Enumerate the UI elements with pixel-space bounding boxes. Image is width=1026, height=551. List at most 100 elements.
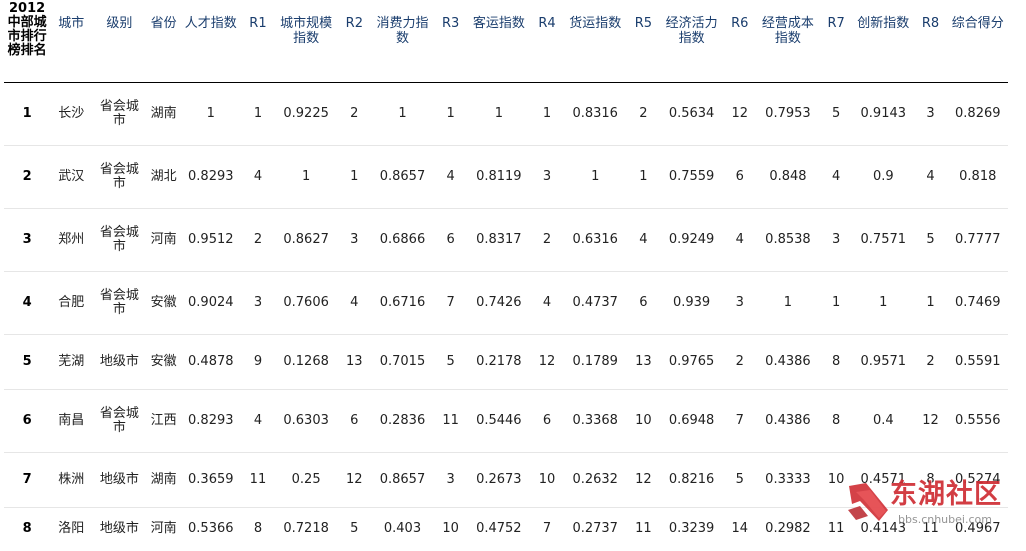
cell-operating-cost-index: 1	[756, 271, 820, 335]
cell-innovation-index: 0.4143	[860, 521, 907, 537]
cell-r6: 14	[731, 521, 749, 537]
cell-r4: 6	[529, 389, 565, 453]
cell-freight-index: 0.2737	[572, 521, 618, 537]
cell-r2: 13	[337, 334, 372, 390]
column-header-r8: R8	[913, 0, 948, 83]
cell-talent-index: 0.4878	[180, 334, 241, 390]
cell-r7: 5	[819, 82, 854, 146]
cell-r1: 11	[240, 452, 276, 508]
cell-economic-vitality-index: 0.5634	[660, 82, 723, 146]
cell-total-score: 0.7469	[947, 271, 1008, 335]
cell-economic-vitality-index: 0.3239	[668, 521, 715, 537]
cell-r1: 1	[240, 82, 276, 146]
cell-r6: 4	[722, 208, 757, 272]
cell-city-scale-index: 0.1268	[275, 334, 338, 390]
cell-r7: 8	[819, 334, 854, 390]
cell-innovation-index: 0.9571	[853, 334, 914, 390]
cell-operating-cost-index: 0.7953	[756, 82, 820, 146]
cell-province: 湖南	[146, 452, 181, 508]
column-header-total-score: 综合得分	[947, 0, 1008, 83]
cell-province: 湖南	[146, 82, 181, 146]
column-header-r4: R4	[529, 0, 565, 83]
city-ranking-table: 2012中部城市排行榜排名 城市 级别 省份 人才指数 R1 城市规模指数 R2…	[4, 0, 1008, 551]
cell-province: 安徽	[146, 271, 181, 335]
table-row: 4 合肥 省会城市 安徽 0.9024 3 0.7606 4 0.6716 7 0.7426 4 0.4…	[4, 271, 1008, 335]
cell-innovation-index: 0.4	[853, 389, 914, 453]
column-header-r1: R1	[240, 0, 276, 83]
cell-r3: 10	[442, 521, 459, 537]
cell-total-score: 0.8269	[947, 82, 1008, 146]
table-row: 2 武汉 省会城市 湖北 0.8293 4 1 1 0.8657 4 0.8119 3 1 1 0.7559…	[4, 145, 1008, 209]
table-row: 6 南昌 省会城市 江西 0.8293 4 0.6303 6 0.2836 11 0.5446 6 0.…	[4, 389, 1008, 453]
cell-freight-index: 0.4737	[564, 271, 627, 335]
cell-r5: 4	[626, 208, 661, 272]
table-header-row: 2012中部城市排行榜排名 城市 级别 省份 人才指数 R1 城市规模指数 R2…	[4, 0, 1008, 83]
cell-passenger-index: 0.2673	[467, 452, 530, 508]
cell-r6: 6	[722, 145, 757, 209]
cell-r4: 2	[529, 208, 565, 272]
cell-r7: 3	[819, 208, 854, 272]
table-row: 5 芜湖 地级市 安徽 0.4878 9 0.1268 13 0.7015 5 0.2178 12 0.…	[4, 334, 1008, 390]
column-header-r5: R5	[626, 0, 661, 83]
cell-r4: 10	[529, 452, 565, 508]
cell-r1: 3	[240, 271, 276, 335]
cell-total-score: 0.7777	[947, 208, 1008, 272]
cell-city-scale-index: 0.7606	[275, 271, 338, 335]
column-header-r7: R7	[819, 0, 854, 83]
cell-talent-index: 0.9024	[180, 271, 241, 335]
column-header-r2: R2	[337, 0, 372, 83]
cell-talent-index: 0.3659	[180, 452, 241, 508]
cell-r8: 11	[922, 521, 939, 537]
cell-city: 株洲	[50, 452, 93, 508]
cell-consumption-index: 0.6716	[371, 271, 434, 335]
cell-city-scale-index: 0.7218	[283, 521, 329, 537]
column-header-level: 级别	[92, 0, 147, 83]
cell-passenger-index: 0.4752	[476, 521, 522, 537]
cell-r8: 2	[913, 334, 948, 390]
cell-economic-vitality-index: 0.7559	[660, 145, 723, 209]
cell-level: 省会城市	[92, 389, 147, 453]
cell-r3: 7	[433, 271, 468, 335]
cell-innovation-index: 0.9143	[853, 82, 914, 146]
cell-r8: 1	[913, 271, 948, 335]
cell-passenger-index: 0.8317	[467, 208, 530, 272]
cell-r8: 8	[913, 452, 948, 508]
cell-city-scale-index: 1	[275, 145, 338, 209]
cell-r4: 1	[529, 82, 565, 146]
cell-r2: 12	[337, 452, 372, 508]
cell-total-score: 0.4967	[955, 521, 1001, 537]
cell-operating-cost-index: 0.8538	[756, 208, 820, 272]
cell-level: 省会城市	[92, 271, 147, 335]
cell-r6: 12	[722, 82, 757, 146]
cell-r8: 12	[913, 389, 948, 453]
cell-r5: 13	[626, 334, 661, 390]
cell-r8: 4	[913, 145, 948, 209]
cell-province: 安徽	[146, 334, 181, 390]
cell-rank: 2	[4, 145, 51, 209]
column-header-rank: 2012中部城市排行榜排名	[4, 0, 51, 83]
column-header-operating-cost-index: 经营成本指数	[756, 0, 820, 83]
cell-city-scale-index: 0.8627	[275, 208, 338, 272]
cell-rank: 5	[4, 334, 51, 390]
cell-r1: 4	[240, 389, 276, 453]
cell-freight-index: 0.2632	[564, 452, 627, 508]
cell-r5: 12	[626, 452, 661, 508]
column-header-economic-vitality-index: 经济活力指数	[660, 0, 723, 83]
cell-r1: 9	[240, 334, 276, 390]
cell-consumption-index: 0.403	[383, 521, 422, 537]
cell-freight-index: 0.1789	[564, 334, 627, 390]
cell-consumption-index: 0.8657	[371, 145, 434, 209]
cell-total-score: 0.5274	[947, 452, 1008, 508]
cell-total-score: 0.818	[947, 145, 1008, 209]
cell-r7: 10	[819, 452, 854, 508]
cell-freight-index: 1	[564, 145, 627, 209]
cell-level: 省会城市	[92, 208, 147, 272]
cell-city: 合肥	[50, 271, 93, 335]
cell-r6: 2	[722, 334, 757, 390]
table-row: 3 郑州 省会城市 河南 0.9512 2 0.8627 3 0.6866 6 0.8317 2 0.6…	[4, 208, 1008, 272]
cell-consumption-index: 0.8657	[371, 452, 434, 508]
cell-consumption-index: 0.2836	[371, 389, 434, 453]
watermark-logo-icon	[848, 483, 888, 521]
cell-r2: 5	[350, 521, 359, 537]
cell-level: 地级市	[92, 452, 147, 508]
